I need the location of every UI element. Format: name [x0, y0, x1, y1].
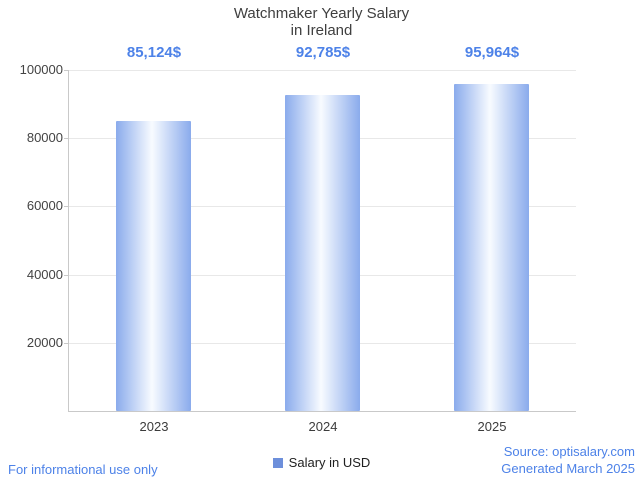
- bar: [116, 121, 191, 411]
- generated-line: Generated March 2025: [501, 461, 635, 476]
- y-tick-label: 20000: [26, 335, 63, 350]
- x-tick-label: 2025: [477, 419, 507, 434]
- source-line: Source: optisalary.com: [503, 444, 635, 459]
- bar-value-label: 95,964$: [464, 44, 520, 61]
- gridline: [69, 70, 576, 71]
- y-axis-tick: [64, 70, 69, 71]
- y-axis-tick: [64, 343, 69, 344]
- bar-value-label: 85,124$: [126, 44, 182, 61]
- x-tick-label: 2023: [139, 419, 169, 434]
- disclaimer-text: For informational use only: [8, 462, 158, 477]
- y-axis-tick: [64, 275, 69, 276]
- chart-title-line2: in Ireland: [290, 22, 353, 39]
- chart-title: Watchmaker Yearly Salary in Ireland: [0, 5, 643, 39]
- y-tick-label: 40000: [26, 267, 63, 282]
- y-tick-label: 80000: [26, 130, 63, 145]
- plot-area: 20000 40000 60000 80000 100000 85,124$ 2023 92,…: [20, 44, 576, 434]
- chart-legend: Salary in USD: [0, 455, 643, 470]
- bar-value-label: 92,785$: [295, 44, 351, 61]
- bar: [285, 95, 360, 411]
- legend-label: Salary in USD: [288, 455, 371, 470]
- y-axis-tick: [64, 138, 69, 139]
- legend-swatch-icon: [272, 457, 283, 468]
- y-axis-tick: [64, 206, 69, 207]
- chart-title-line1: Watchmaker Yearly Salary: [233, 5, 410, 22]
- x-tick-label: 2024: [308, 419, 338, 434]
- bar: [454, 84, 529, 411]
- source-attribution: Source: optisalary.com Generated March 2…: [501, 443, 635, 477]
- y-tick-label: 60000: [26, 198, 63, 213]
- y-tick-label: 100000: [19, 62, 63, 77]
